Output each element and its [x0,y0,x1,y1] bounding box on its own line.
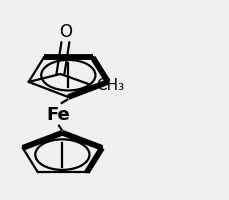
Text: Fe: Fe [46,106,70,124]
Text: CH₃: CH₃ [96,78,124,93]
Text: O: O [59,23,72,41]
